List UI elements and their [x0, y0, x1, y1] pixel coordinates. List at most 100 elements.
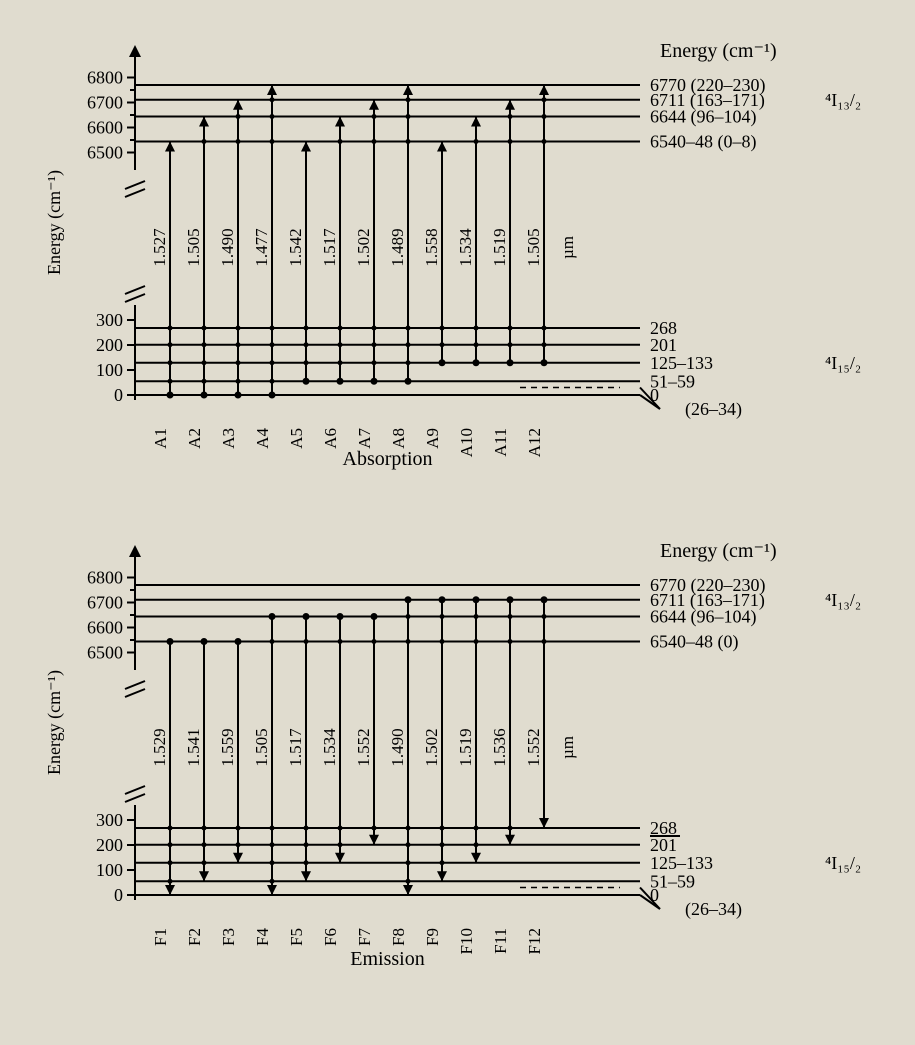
level-node — [405, 596, 412, 603]
term-symbol-upper: ⁴I₁₃/₂ — [825, 90, 861, 110]
level-node — [167, 392, 174, 399]
level-node — [507, 596, 514, 603]
ytick-label: 0 — [114, 385, 123, 405]
wavelength-label: 1.534 — [456, 228, 475, 267]
level-label: 6644 (96–104) — [650, 107, 757, 128]
ytick-label: 6500 — [87, 643, 123, 663]
transition-id: A6 — [321, 428, 340, 449]
level-node — [371, 378, 378, 385]
wavelength-label: 1.552 — [354, 728, 373, 766]
ytick-label: 100 — [96, 360, 123, 380]
level-node — [167, 638, 174, 645]
ytick-label: 100 — [96, 860, 123, 880]
panel-emission: Energy (cm⁻¹) 6500 6600 6700 6800 0 100 200 300 E… — [44, 540, 861, 970]
wavelength-label: 1.505 — [184, 228, 203, 266]
transition-id: A12 — [525, 428, 544, 457]
transition-id: F3 — [219, 928, 238, 946]
transition-id: F6 — [321, 928, 340, 946]
wavelength-label: 1.529 — [150, 728, 169, 766]
right-header: Energy (cm⁻¹) — [660, 40, 777, 62]
ytick-label: 6600 — [87, 618, 123, 638]
transition-id: F9 — [423, 928, 442, 946]
level-node — [371, 613, 378, 620]
wavelength-label: 1.527 — [150, 228, 169, 267]
wavelength-label: 1.502 — [422, 728, 441, 766]
wavelength-unit: µm — [558, 236, 577, 259]
level-label: 125–133 — [650, 853, 713, 873]
transition-id: F11 — [491, 928, 510, 954]
level-node — [439, 359, 446, 366]
wavelength-label: 1.552 — [524, 728, 543, 766]
y-axis-label: Energy (cm⁻¹) — [44, 170, 65, 275]
wavelength-label: 1.490 — [218, 228, 237, 266]
term-symbol-lower: ⁴I₁₅/₂ — [825, 853, 861, 873]
ytick-label: 200 — [96, 835, 123, 855]
level-node — [337, 613, 344, 620]
level-label: 6644 (96–104) — [650, 607, 757, 628]
level-node — [473, 596, 480, 603]
transition-id: A11 — [491, 428, 510, 457]
energy-level-figure: Energy (cm⁻¹) 6500 6600 6700 6800 0 100 200 300 E… — [20, 20, 895, 1020]
ytick-label: 6700 — [87, 93, 123, 113]
transition-id: F5 — [287, 928, 306, 946]
ytick-label: 6800 — [87, 568, 123, 588]
wavelength-label: 1.534 — [320, 728, 339, 767]
wavelength-label: 1.505 — [524, 228, 543, 266]
level-node — [269, 392, 276, 399]
panel-title: Absorption — [343, 448, 433, 470]
wavelength-label: 1.502 — [354, 228, 373, 266]
level-node — [541, 596, 548, 603]
level-label: 201 — [650, 835, 677, 855]
level-node — [303, 378, 310, 385]
wavelength-label: 1.517 — [286, 728, 305, 767]
level-node — [235, 392, 242, 399]
transition-id: A8 — [389, 428, 408, 449]
wavelength-label: 1.558 — [422, 228, 441, 266]
wavelength-label: 1.505 — [252, 728, 271, 766]
level-node — [405, 378, 412, 385]
wavelength-label: 1.490 — [388, 728, 407, 766]
transition-id: A1 — [151, 428, 170, 449]
level-label: 201 — [650, 335, 677, 355]
term-symbol-upper: ⁴I₁₃/₂ — [825, 590, 861, 610]
transition-id: A7 — [355, 428, 374, 449]
ytick-label: 6700 — [87, 593, 123, 613]
level-node — [439, 596, 446, 603]
panel-title: Emission — [350, 948, 424, 970]
wavelength-label: 1.541 — [184, 728, 203, 766]
term-symbol-lower: ⁴I₁₅/₂ — [825, 353, 861, 373]
transition-id: A3 — [219, 428, 238, 449]
transition-id: A10 — [457, 428, 476, 457]
transition-id: A9 — [423, 428, 442, 449]
level-node — [235, 638, 242, 645]
level-node — [269, 613, 276, 620]
transition-id: F2 — [185, 928, 204, 946]
level-node — [303, 613, 310, 620]
wavelength-label: 1.542 — [286, 228, 305, 266]
level-node — [201, 392, 208, 399]
transition-id: A2 — [185, 428, 204, 449]
level-label-extra: (26–34) — [685, 899, 742, 920]
diagram-canvas: Energy (cm⁻¹) 6500 6600 6700 6800 0 100 200 300 E… — [20, 20, 895, 1020]
ytick-label: 0 — [114, 885, 123, 905]
wavelength-label: 1.517 — [320, 228, 339, 267]
ytick-label: 300 — [96, 310, 123, 330]
ytick-label: 6600 — [87, 118, 123, 138]
transition-id: F12 — [525, 928, 544, 954]
level-label: 125–133 — [650, 353, 713, 373]
ytick-label: 6800 — [87, 68, 123, 88]
transition-id: F1 — [151, 928, 170, 946]
right-header: Energy (cm⁻¹) — [660, 540, 777, 562]
level-node — [507, 359, 514, 366]
ytick-label: 200 — [96, 335, 123, 355]
transition-id: F8 — [389, 928, 408, 946]
wavelength-label: 1.489 — [388, 228, 407, 266]
level-label: 6540–48 (0) — [650, 632, 739, 653]
level-node — [337, 378, 344, 385]
ytick-label: 300 — [96, 810, 123, 830]
transition-id: F7 — [355, 928, 374, 946]
y-axis-label: Energy (cm⁻¹) — [44, 670, 65, 775]
transition-id: F4 — [253, 928, 272, 946]
wavelength-unit: µm — [558, 736, 577, 759]
level-label-extra: (26–34) — [685, 399, 742, 420]
